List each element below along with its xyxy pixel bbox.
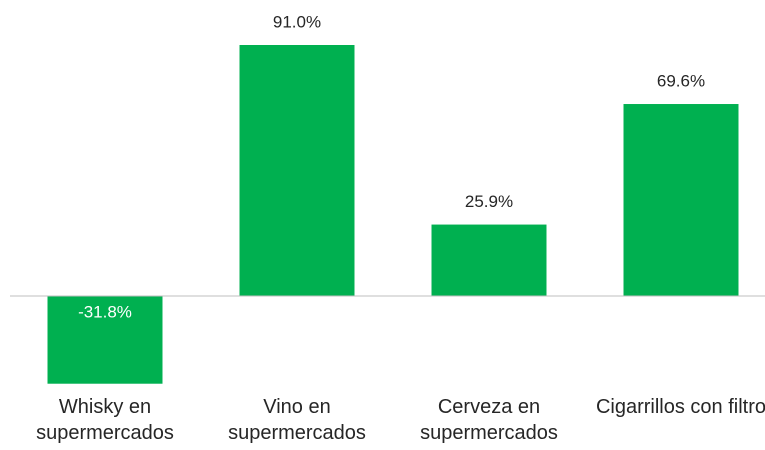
data-label: 25.9% [465,192,513,211]
x-tick-label: Whisky en supermercados [36,396,174,444]
data-label: 69.6% [657,72,705,91]
bar [239,45,355,296]
data-label: 91.0% [273,12,321,31]
x-tick-label: Cigarrillos con filtro [595,396,765,418]
x-tick-label: Vino en supermercados [228,396,366,444]
bar [431,224,547,296]
x-tick-label: Cerveza en supermercados [420,396,558,444]
bar [47,296,163,384]
data-label: -31.8% [78,302,132,321]
bar [623,104,739,297]
